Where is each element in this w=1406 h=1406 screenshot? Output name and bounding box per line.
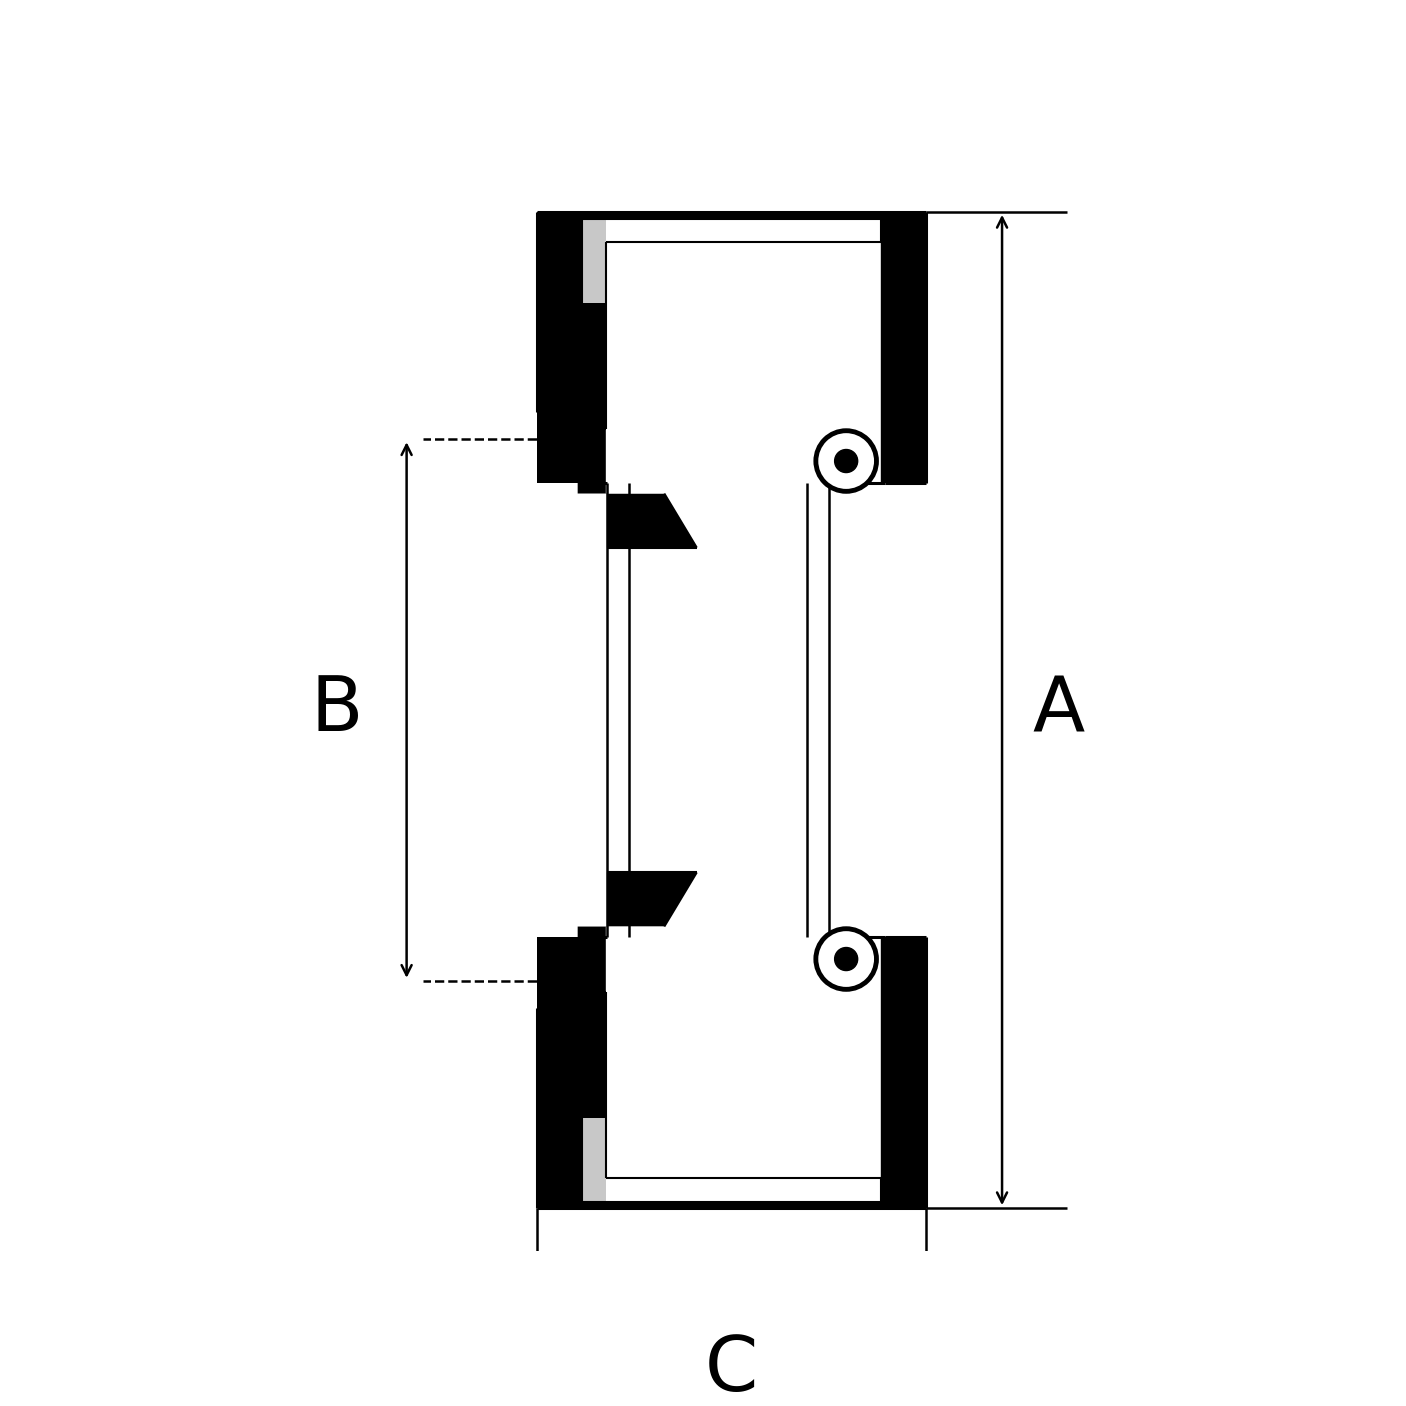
Circle shape [815,929,876,990]
Polygon shape [606,242,880,547]
Polygon shape [886,212,927,482]
Polygon shape [606,218,880,242]
Text: A: A [1032,673,1084,747]
Circle shape [815,430,876,491]
Polygon shape [578,872,697,981]
Polygon shape [886,938,927,1208]
Circle shape [835,948,858,970]
Polygon shape [537,1118,927,1208]
Polygon shape [537,212,578,482]
Polygon shape [578,938,886,1118]
Text: C: C [704,1333,758,1406]
Polygon shape [606,872,880,1178]
Polygon shape [578,302,886,482]
Polygon shape [582,218,880,429]
Text: B: B [311,673,363,747]
Polygon shape [578,439,697,547]
Polygon shape [606,1178,880,1202]
Polygon shape [537,938,578,1208]
Polygon shape [537,212,927,302]
Polygon shape [537,412,578,482]
Polygon shape [537,938,578,1008]
Circle shape [835,450,858,472]
Polygon shape [582,991,880,1202]
